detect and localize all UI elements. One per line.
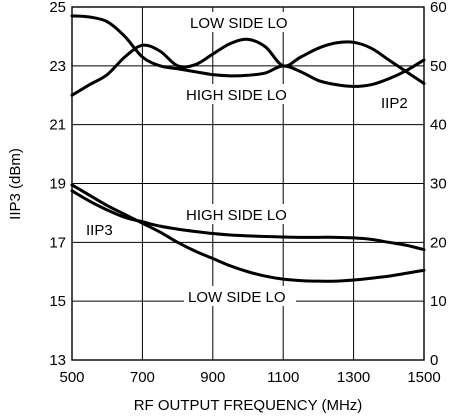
iip2-label: IIP2 [381,95,408,112]
iip2-low-side-lo-line [70,37,426,97]
iip3-high-side-lo-label: HIGH SIDE LO [186,207,287,224]
iip2-low-label-bg [186,12,296,32]
iip2-high-side-lo-line [70,14,426,88]
x-tick-label: 700 [130,369,155,386]
tick-labels: 500 700 900 1100 1300 1500 13 15 17 19 21 23 25 0 10 20… [49,0,446,386]
y-tick-label: 19 [49,176,66,193]
iip2-low-side-lo-label: LOW SIDE LO [190,15,288,32]
plot-frame [71,6,425,361]
iip3-low-label-bg [184,286,296,306]
y2-tick-label: 50 [430,58,447,75]
iip3-label: IIP3 [86,222,113,239]
x-tick-label: 1100 [267,369,299,386]
y2-tick-label: 30 [430,176,447,193]
x-tick-label: 1500 [407,369,440,386]
grid [72,7,424,360]
y-tick-label: 25 [49,0,66,16]
y-tick-label: 17 [49,234,66,251]
iip3-high-label-bg [184,204,296,224]
annotations: LOW SIDE LO HIGH SIDE LO IIP2 HIGH SIDE … [86,12,408,306]
x-tick-label: 900 [200,369,225,386]
iip3-low-side-lo-label: LOW SIDE LO [188,289,286,306]
y2-tick-label: 40 [430,117,447,134]
y-tick-label: 15 [49,293,66,310]
y-axis-title: IIP3 (dBm) [7,148,24,220]
y2-tick-label: 20 [430,234,447,251]
y2-tick-label: 10 [430,293,447,310]
iip2-high-side-lo-label: HIGH SIDE LO [186,87,287,104]
iip2-high-label-bg [184,84,296,104]
curves [70,14,426,283]
x-axis-title: RF OUTPUT FREQUENCY (MHz) [134,397,363,414]
x-tick-label: 1300 [337,369,370,386]
x-tick-label: 500 [59,369,84,386]
y-tick-label: 13 [49,352,66,369]
iip3-low-side-lo-line [70,183,426,283]
y-tick-label: 21 [49,117,66,134]
y2-tick-label: 0 [430,352,438,369]
iip3-high-side-lo-line [70,189,426,252]
y2-tick-label: 60 [430,0,447,16]
y-tick-label: 23 [49,58,66,75]
